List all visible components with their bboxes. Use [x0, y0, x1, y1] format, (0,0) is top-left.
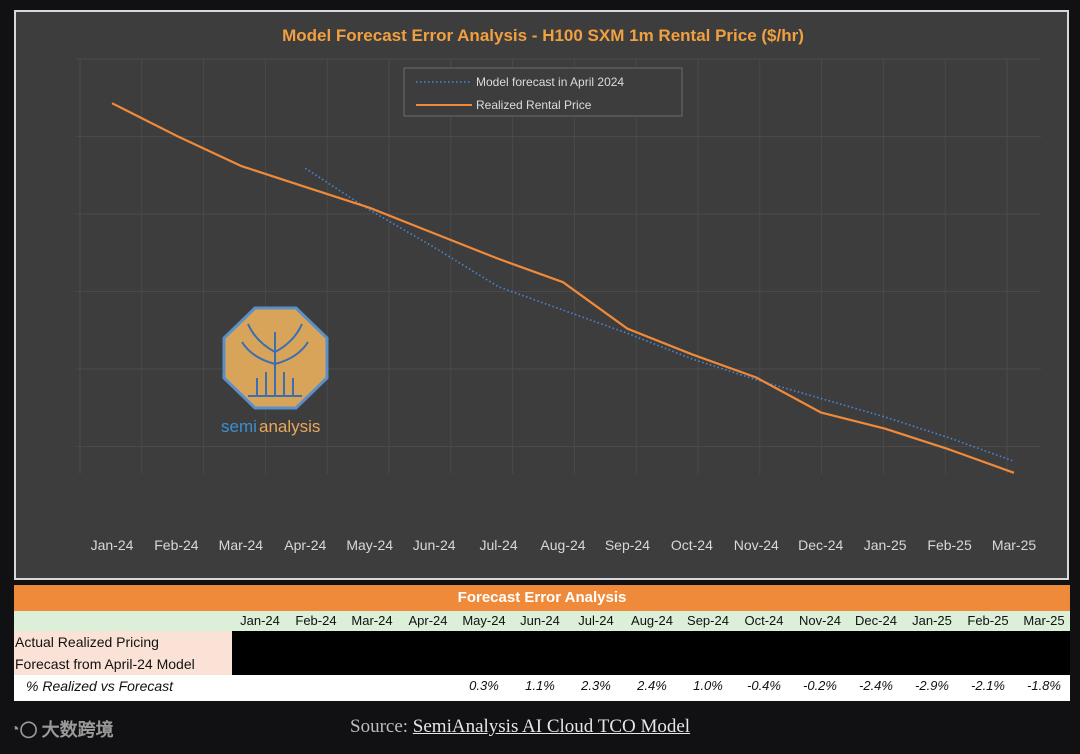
legend-label-realized: Realized Rental Price [476, 98, 592, 112]
forecast-error-table: Forecast Error Analysis Jan-24 Feb-24 Mar-… [14, 585, 1070, 701]
pct-value-cell: 1.1% [525, 678, 555, 693]
x-tick-label: Jun-24 [413, 537, 456, 553]
x-tick-label: Mar-25 [992, 537, 1037, 553]
row-label-forecast: Forecast from April-24 Model [14, 653, 232, 675]
pct-row: % Realized vs Forecast 0.3% 1.1% 2.3% 2.4% 1… [14, 675, 1070, 697]
tree-icon [241, 323, 309, 397]
month-header-cell: Nov-24 [799, 613, 841, 628]
month-header-cell: Jan-25 [912, 613, 952, 628]
pct-value-cell: -0.4% [747, 678, 781, 693]
table-months-row: Jan-24 Feb-24 Mar-24 Apr-24 May-24 Jun-24 Jul-… [14, 611, 1070, 631]
pct-value-cell: -0.2% [803, 678, 837, 693]
series-layer [111, 102, 1015, 474]
pct-value-cell: -2.1% [971, 678, 1005, 693]
pct-value-cell: -1.8% [1027, 678, 1061, 693]
table-header: Forecast Error Analysis [14, 585, 1070, 611]
redacted-values-block [232, 631, 1070, 675]
month-header-cell: Jan-24 [240, 613, 280, 628]
pct-value-cell: 2.3% [581, 678, 611, 693]
month-header-cell: Oct-24 [744, 613, 784, 628]
pct-value-cell [400, 675, 456, 697]
row-label-actual: Actual Realized Pricing [14, 631, 232, 653]
x-tick-label: May-24 [346, 537, 393, 553]
x-tick-label: Feb-24 [154, 537, 199, 553]
pct-value-cell [232, 675, 288, 697]
x-tick-label: Feb-25 [927, 537, 972, 553]
row-label-pct: % Realized vs Forecast [26, 678, 174, 694]
legend-label-forecast: Model forecast in April 2024 [476, 75, 624, 89]
x-axis-ticks: Jan-24 Feb-24 Mar-24 Apr-24 May-24 Jun-24 Jul-… [91, 537, 1037, 553]
month-header-cell: Apr-24 [408, 613, 448, 628]
x-tick-label: Jul-24 [480, 537, 518, 553]
pct-value-cell: -2.9% [915, 678, 949, 693]
month-header-cell: Feb-24 [295, 613, 337, 628]
logo-text-semi: semi [221, 417, 257, 436]
series-line-realized [111, 102, 1015, 474]
pct-value-cell: 0.3% [469, 678, 499, 693]
pct-value-cell: 2.4% [637, 678, 667, 693]
x-tick-label: Nov-24 [734, 537, 779, 553]
x-tick-label: Dec-24 [798, 537, 843, 553]
x-tick-label: Apr-24 [284, 537, 326, 553]
footer: ◔◯ 大数跨境 Source: SemiAnalysis AI Cloud TC… [0, 712, 1080, 748]
watermark: ◔◯ 大数跨境 [10, 716, 114, 742]
legend: Model forecast in April 2024 Realized Re… [403, 67, 683, 117]
source-link[interactable]: SemiAnalysis AI Cloud TCO Model [412, 716, 691, 737]
month-header-cell: Dec-24 [855, 613, 897, 628]
x-tick-label: Sep-24 [605, 537, 650, 553]
pct-value-cell [344, 675, 400, 697]
chart-title: Model Forecast Error Analysis - H100 SXM… [282, 26, 804, 45]
semianalysis-logo: semi analysis [221, 306, 329, 436]
month-header-cell: Mar-25 [1023, 613, 1065, 628]
month-header-cell: May-24 [462, 613, 506, 628]
pct-value-cell [288, 675, 344, 697]
watermark-logo-icon: ◔◯ [10, 721, 38, 738]
month-header-cell: Feb-25 [967, 613, 1009, 628]
legend-box [403, 67, 683, 117]
series-line-forecast [304, 167, 1015, 462]
month-header-cell: Sep-24 [687, 613, 729, 628]
watermark-text: 大数跨境 [41, 720, 114, 740]
month-header-cell: Jun-24 [520, 613, 560, 628]
logo-text-analysis: analysis [259, 417, 320, 436]
month-header-cell: Mar-24 [351, 613, 393, 628]
month-header-cell: Jul-24 [578, 613, 614, 628]
source-prefix: Source: [350, 716, 413, 737]
chart-svg: Model Forecast Error Analysis - H100 SXM… [76, 26, 1041, 553]
source-line: Source: SemiAnalysis AI Cloud TCO Model [350, 716, 690, 738]
x-tick-label: Jan-25 [864, 537, 907, 553]
x-tick-label: Jan-24 [91, 537, 134, 553]
chart-panel: Model Forecast Error Analysis - H100 SXM… [14, 10, 1069, 580]
x-tick-label: Oct-24 [671, 537, 713, 553]
x-tick-label: Mar-24 [219, 537, 264, 553]
x-tick-label: Aug-24 [540, 537, 585, 553]
month-header-cell: Aug-24 [631, 613, 673, 628]
pct-value-cell: -2.4% [859, 678, 893, 693]
grid-lines [76, 58, 1041, 474]
pct-value-cell: 1.0% [693, 678, 723, 693]
